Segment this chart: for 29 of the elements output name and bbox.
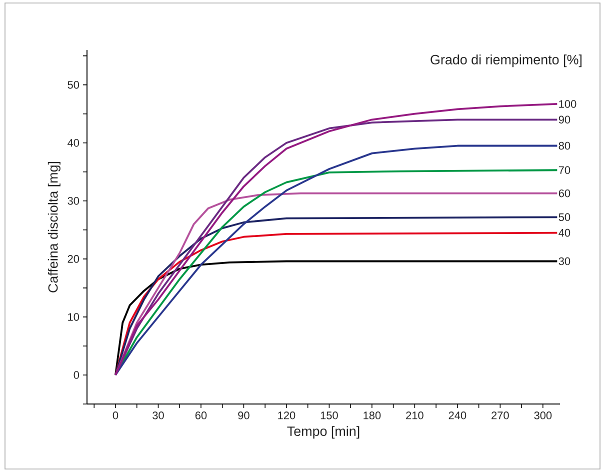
x-tick-label: 270 — [492, 412, 509, 420]
y-tick-label: 30 — [68, 197, 80, 205]
series-label: 80 — [558, 142, 570, 150]
y-axis-title: Caffeina disciolta [mg] — [48, 162, 60, 292]
y-tick-label: 20 — [68, 255, 80, 263]
x-tick-label: 240 — [448, 412, 466, 420]
y-tick-label: 10 — [68, 313, 80, 321]
series-label: 40 — [558, 228, 570, 237]
x-tick-label: 30 — [152, 412, 164, 420]
y-tick-label: 40 — [68, 138, 80, 147]
x-tick-label: 150 — [320, 412, 338, 420]
series-label: 50 — [558, 213, 570, 222]
legend-title: Grado di riempimento [%] — [430, 54, 582, 68]
series-label: 60 — [558, 189, 570, 198]
x-tick-label: 90 — [238, 412, 250, 420]
line-series — [114, 260, 558, 376]
series-label: 30 — [558, 257, 570, 266]
series-label: 90 — [558, 116, 570, 124]
x-tick-label: 60 — [195, 412, 207, 420]
y-tick-label: 0 — [74, 371, 80, 379]
series-label: 70 — [558, 166, 570, 174]
x-axis-title: Tempo [min] — [287, 426, 360, 439]
x-tick-label: 180 — [364, 412, 381, 420]
series-label: 100 — [559, 100, 576, 108]
x-tick-label: 120 — [278, 412, 296, 420]
x-tick-label: 210 — [406, 412, 424, 420]
y-tick-label: 50 — [68, 80, 80, 89]
x-tick-label: 0 — [112, 412, 118, 420]
x-tick-label: 300 — [534, 412, 552, 420]
